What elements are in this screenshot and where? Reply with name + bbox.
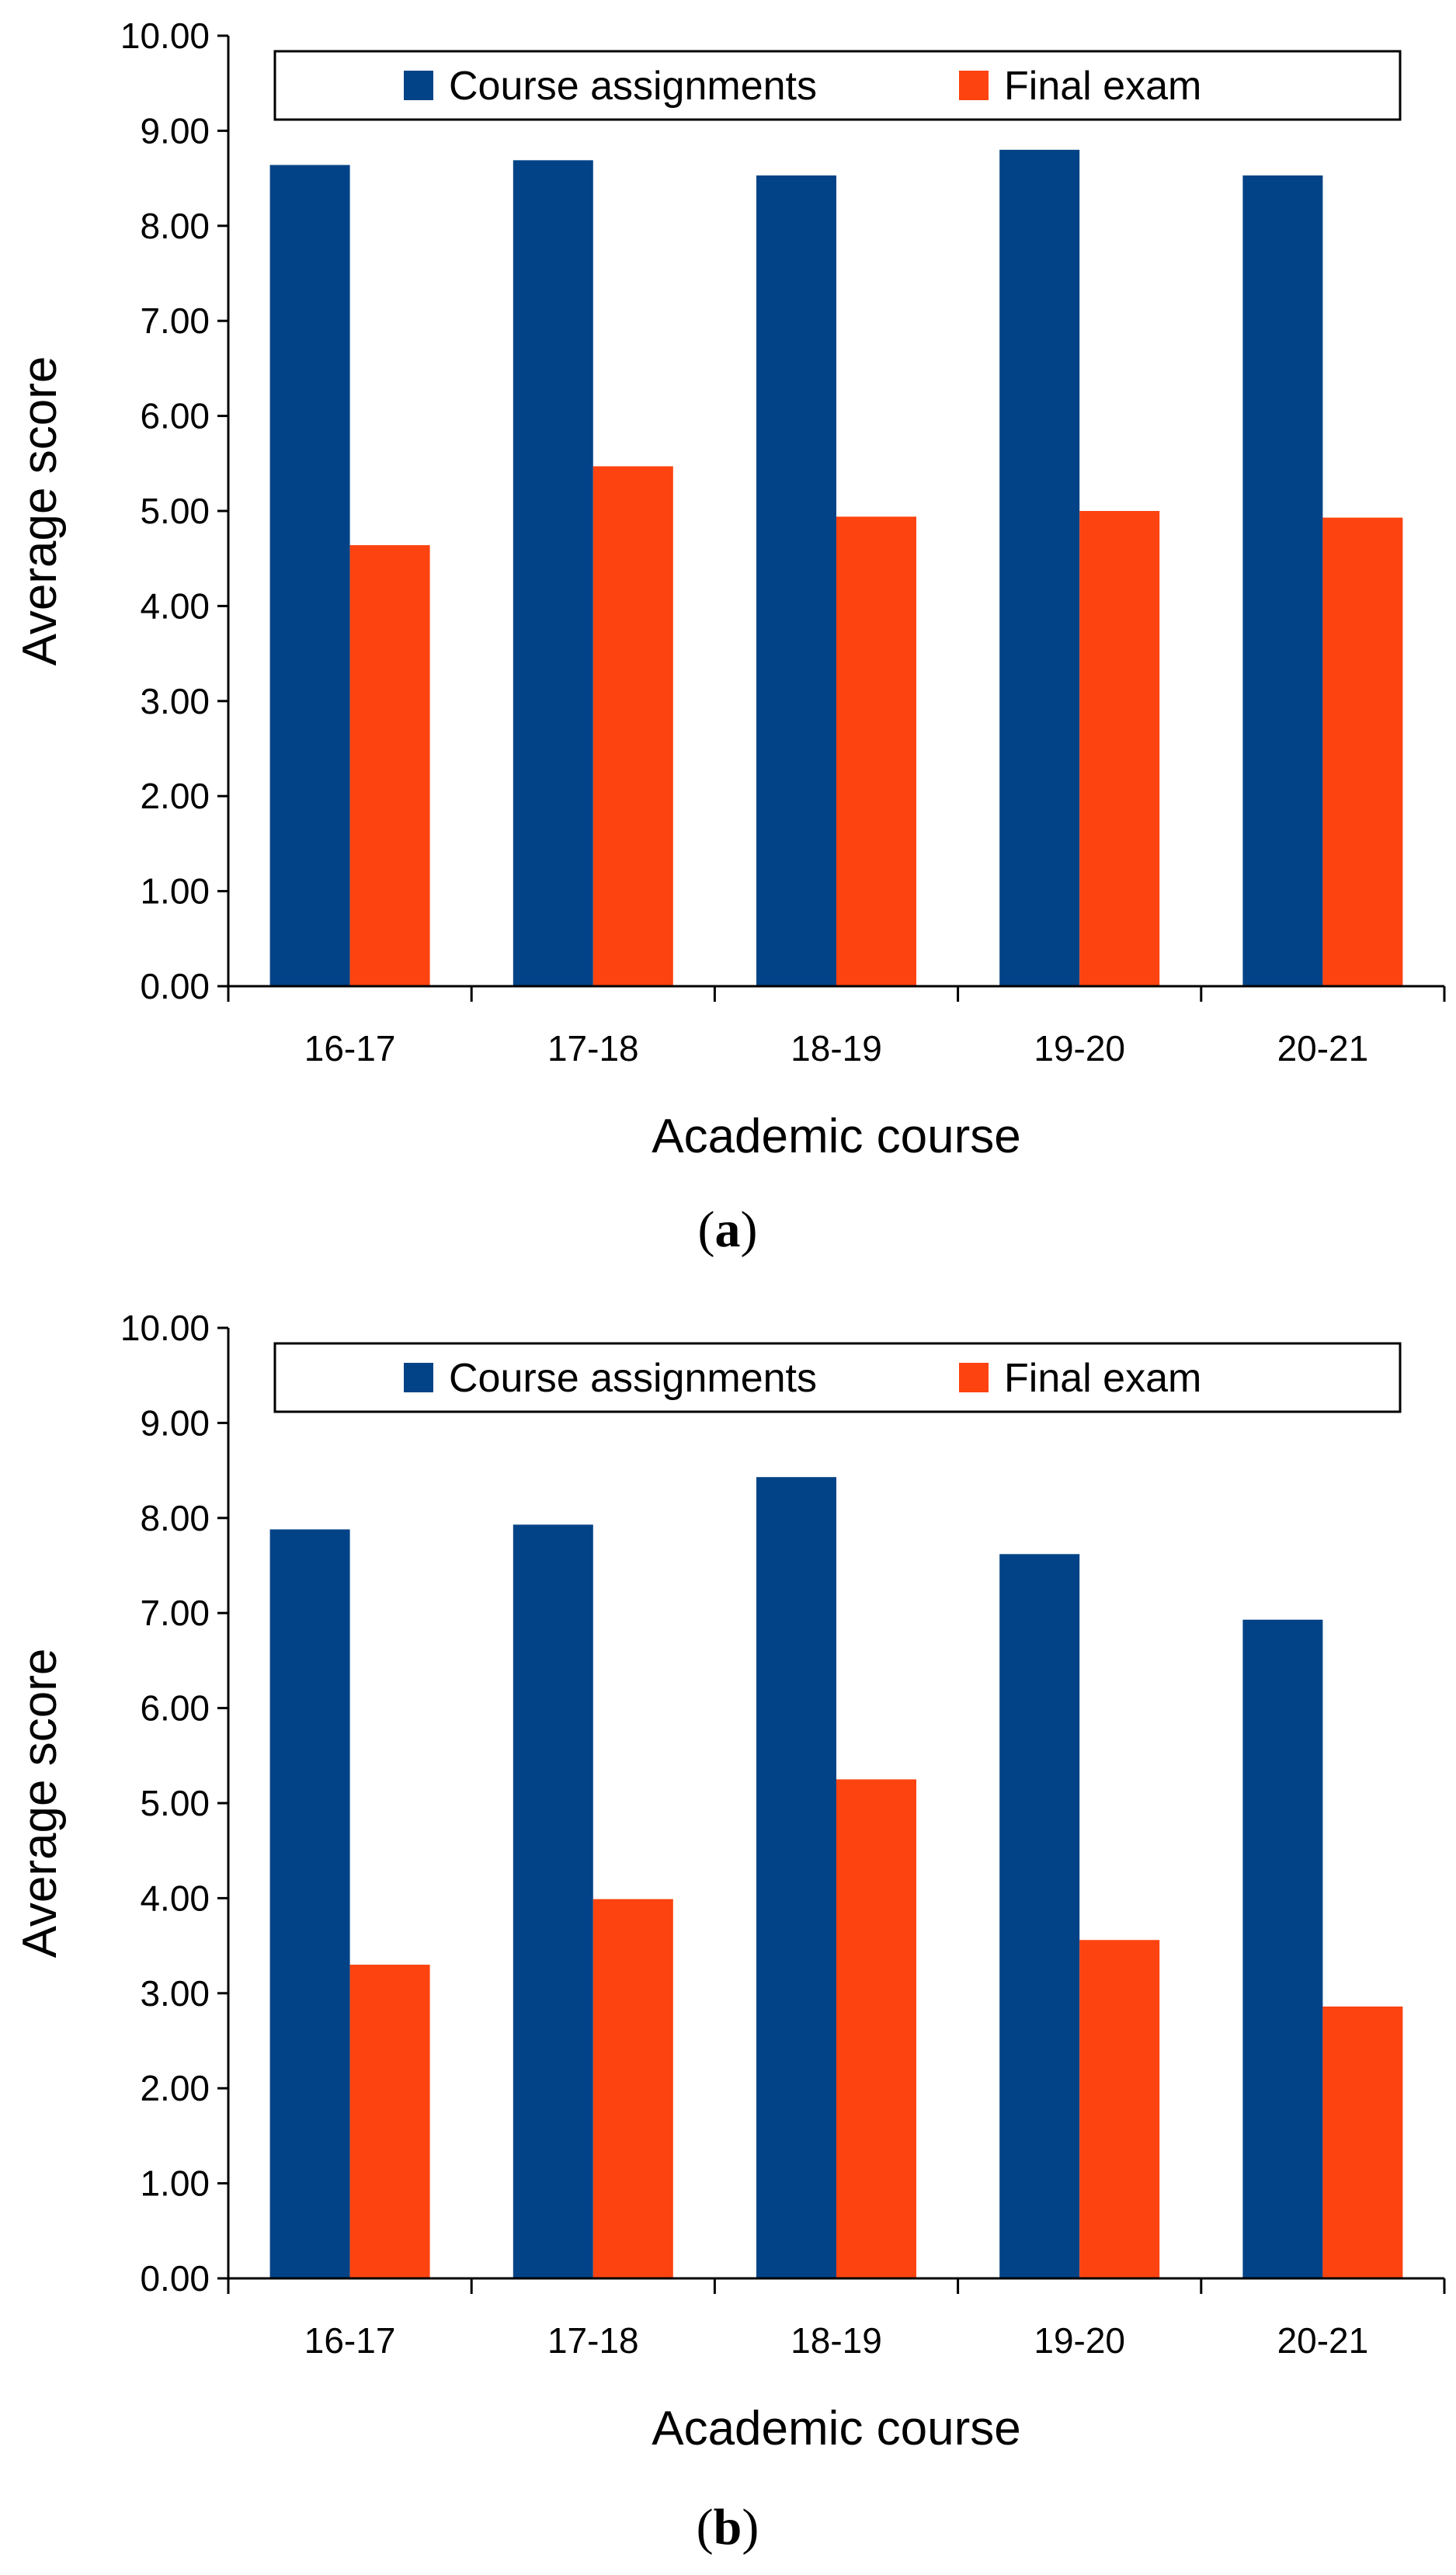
x-tick-label: 20-21 [1277, 1028, 1369, 1069]
x-tick-label: 17-18 [547, 2320, 639, 2361]
y-tick-label: 10.00 [120, 1308, 210, 1348]
y-tick-label: 2.00 [140, 2068, 210, 2108]
bar-course-assignments-16-17 [269, 165, 350, 987]
y-tick-label: 7.00 [140, 301, 210, 341]
bar-final-exam-17-18 [592, 1899, 673, 2278]
legend-swatch-final-exam [959, 71, 989, 100]
panel-caption: (a) [698, 1201, 758, 1258]
x-tick-label: 18-19 [791, 2320, 882, 2361]
y-tick-label: 1.00 [140, 871, 210, 912]
y-tick-label: 6.00 [140, 1688, 210, 1729]
y-tick-label: 2.00 [140, 776, 210, 816]
caption-close-paren: ) [741, 1201, 758, 1258]
bar-course-assignments-17-18 [513, 160, 593, 986]
legend-box [273, 50, 1402, 121]
caption-letter: b [714, 2499, 742, 2556]
y-tick-label: 4.00 [140, 1878, 210, 1918]
bar-course-assignments-16-17 [269, 1529, 350, 2278]
y-tick-label: 8.00 [140, 1498, 210, 1538]
y-tick-label: 5.00 [140, 491, 210, 531]
y-axis-title: Average score [13, 356, 67, 666]
legend-label-final-exam: Final exam [1004, 1356, 1201, 1401]
y-tick-label: 4.00 [140, 586, 210, 626]
legend-label-course-assignments: Course assignments [449, 1356, 817, 1401]
x-tick-label: 16-17 [304, 2320, 396, 2361]
x-axis-title: Academic course [652, 1110, 1021, 1163]
legend-label-course-assignments: Course assignments [449, 64, 817, 109]
bar-course-assignments-19-20 [999, 1554, 1080, 2278]
y-tick-label: 10.00 [120, 16, 210, 56]
bar-course-assignments-19-20 [999, 149, 1080, 986]
bar-course-assignments-17-18 [513, 1524, 593, 2278]
x-tick-label: 17-18 [547, 1028, 639, 1069]
y-tick-label: 9.00 [140, 110, 210, 151]
y-tick-label: 3.00 [140, 1973, 210, 2014]
bar-course-assignments-20-21 [1242, 1619, 1323, 2278]
y-tick-label: 0.00 [140, 2258, 210, 2299]
panel-caption: (b) [697, 2499, 759, 2556]
legend: Course assignments Final exam [273, 1342, 1402, 1413]
x-tick-label: 20-21 [1277, 2320, 1369, 2361]
legend-box [273, 1342, 1402, 1413]
bar-final-exam-16-17 [349, 1965, 430, 2278]
bar-course-assignments-18-19 [756, 175, 836, 987]
legend-swatch-final-exam [959, 1363, 989, 1392]
bar-final-exam-20-21 [1322, 2006, 1403, 2278]
x-tick-label: 16-17 [304, 1028, 396, 1069]
y-tick-label: 5.00 [140, 1783, 210, 1823]
caption-open-paren: ( [697, 2499, 714, 2556]
x-tick-label: 19-20 [1034, 1028, 1125, 1069]
y-tick-label: 3.00 [140, 681, 210, 721]
bar-final-exam-18-19 [836, 516, 916, 986]
chart-panel-a: 0.00 1.00 2.00 3.00 4.00 5.00 6.00 7.00 8.00 9.00… [13, 16, 1446, 1258]
x-tick-label: 19-20 [1034, 2320, 1125, 2361]
y-tick-label: 9.00 [140, 1402, 210, 1443]
caption-letter: a [715, 1201, 741, 1258]
y-tick-label: 1.00 [140, 2163, 210, 2204]
x-tick-label: 18-19 [791, 1028, 882, 1069]
y-tick-label: 8.00 [140, 206, 210, 246]
bar-final-exam-19-20 [1079, 1940, 1160, 2278]
bar-final-exam-16-17 [349, 545, 430, 986]
bar-final-exam-18-19 [836, 1779, 916, 2278]
legend-label-final-exam: Final exam [1004, 64, 1201, 109]
y-tick-label: 7.00 [140, 1593, 210, 1633]
chart-panel-b: 0.00 1.00 2.00 3.00 4.00 5.00 6.00 7.00 8.00 9.00… [13, 1308, 1446, 2556]
y-tick-label: 6.00 [140, 396, 210, 436]
caption-close-paren: ) [742, 2499, 759, 2556]
caption-open-paren: ( [698, 1201, 715, 1258]
bar-final-exam-17-18 [592, 466, 673, 986]
bar-final-exam-19-20 [1079, 511, 1160, 986]
x-axis-title: Academic course [652, 2402, 1021, 2455]
y-tick-label: 0.00 [140, 966, 210, 1006]
bar-final-exam-20-21 [1322, 517, 1403, 986]
legend: Course assignments Final exam [273, 50, 1402, 121]
legend-swatch-course-assignments [404, 71, 433, 100]
legend-swatch-course-assignments [404, 1363, 433, 1392]
bar-course-assignments-18-19 [756, 1477, 836, 2278]
bar-course-assignments-20-21 [1242, 175, 1323, 987]
y-axis-title: Average score [13, 1649, 67, 1958]
